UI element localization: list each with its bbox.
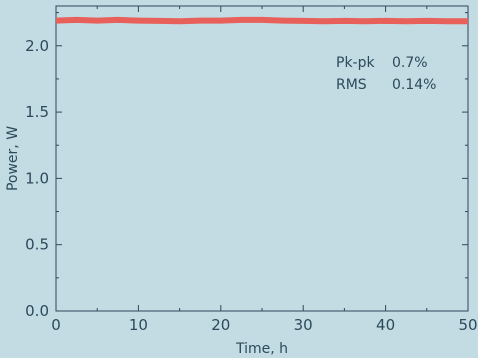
annotation-pkpk-label: Pk-pk xyxy=(336,55,375,71)
series-layer xyxy=(55,16,468,25)
x-tick-label: 0 xyxy=(51,316,61,334)
x-axis-label: Time, h xyxy=(235,341,288,357)
y-tick-label: 2.0 xyxy=(25,37,49,55)
x-tick-label: 50 xyxy=(458,316,477,334)
x-tick-label: 20 xyxy=(211,316,230,334)
x-tick-label: 40 xyxy=(376,316,395,334)
y-tick-label: 0.5 xyxy=(25,236,49,254)
text-layer: Time, h Power, W Pk-pk 0.7% RMS 0.14% 0 1… xyxy=(5,37,478,357)
x-tick-label: 30 xyxy=(294,316,313,334)
power-series-line xyxy=(55,16,468,25)
axes xyxy=(55,5,469,312)
y-tick-label: 1.5 xyxy=(25,103,49,121)
y-tick-label: 0.0 xyxy=(25,302,49,320)
annotation-rms-label: RMS xyxy=(336,77,367,93)
x-tick-label: 10 xyxy=(129,316,148,334)
y-axis-label: Power, W xyxy=(5,126,21,191)
annotation-rms-value: 0.14% xyxy=(392,77,436,93)
y-tick-label: 1.0 xyxy=(25,169,49,187)
annotation-pkpk-value: 0.7% xyxy=(392,55,428,71)
plot-frame xyxy=(55,5,469,312)
